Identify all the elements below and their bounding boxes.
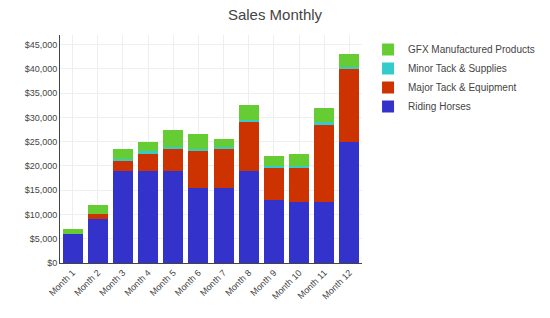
svg-text:Month 5: Month 5 [148,268,178,298]
svg-text:$10,000: $10,000 [25,210,58,220]
svg-text:Sales Monthly: Sales Monthly [228,6,323,23]
svg-text:Month 2: Month 2 [72,268,102,298]
svg-text:$5,000: $5,000 [30,234,58,244]
svg-text:$20,000: $20,000 [25,161,58,171]
svg-text:Month 8: Month 8 [223,268,253,298]
svg-text:Month 9: Month 9 [248,268,278,298]
svg-text:$45,000: $45,000 [25,40,58,50]
svg-text:GFX Manufactured Products: GFX Manufactured Products [408,44,535,55]
svg-text:$35,000: $35,000 [25,88,58,98]
svg-text:Month 11: Month 11 [296,268,329,301]
svg-text:Month 10: Month 10 [270,268,304,302]
svg-text:Month 1: Month 1 [47,268,77,298]
svg-text:$40,000: $40,000 [25,64,58,74]
svg-text:Month 3: Month 3 [97,268,127,298]
svg-text:$25,000: $25,000 [25,137,58,147]
svg-text:$0: $0 [47,258,57,268]
svg-text:$30,000: $30,000 [25,113,58,123]
svg-text:Month 4: Month 4 [123,268,153,298]
svg-text:Major Tack & Equipment: Major Tack & Equipment [408,82,516,93]
svg-text:Month 7: Month 7 [198,268,228,298]
svg-text:Minor Tack & Supplies: Minor Tack & Supplies [408,63,507,74]
svg-text:Month 12: Month 12 [320,268,354,302]
svg-text:$15,000: $15,000 [25,185,58,195]
svg-text:Month 6: Month 6 [173,268,203,298]
svg-text:Riding Horses: Riding Horses [408,101,471,112]
